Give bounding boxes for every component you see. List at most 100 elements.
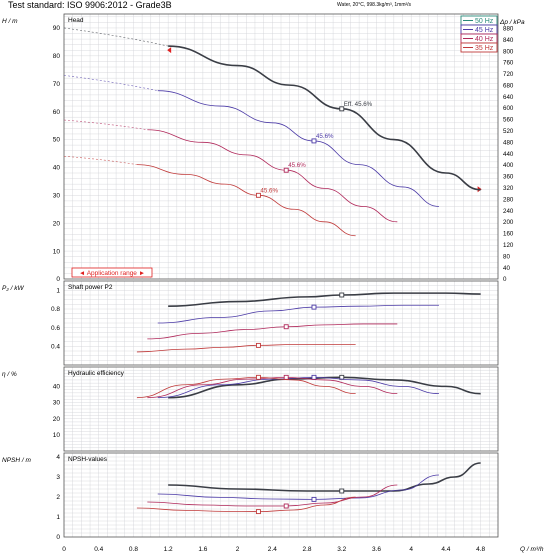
y2-tick-label: 120: [503, 242, 514, 249]
range-marker-left: [167, 47, 172, 54]
y-tick-label: 40: [53, 165, 61, 172]
chart-header-title: Test standard: ISO 9906:2012 - Grade3B: [8, 0, 172, 10]
x-tick-label: 1.6: [198, 546, 207, 553]
panel-frame: [63, 366, 499, 452]
y-axis-label: η / %: [2, 371, 17, 378]
y-tick-label: 60: [53, 109, 61, 116]
application-range-box: [71, 267, 153, 278]
series-dashed-extension: [63, 75, 158, 92]
y2-tick-label: 480: [503, 139, 514, 146]
y-tick-label: 90: [53, 25, 61, 32]
y-tick-label: 10: [53, 432, 61, 439]
y-axis-label: P₂ / kW: [2, 285, 24, 292]
x-tick-label: 4.4: [441, 546, 450, 553]
x-tick-label: 0: [62, 546, 66, 553]
y2-tick-label: 160: [503, 231, 514, 238]
series-dashed-extension: [63, 119, 148, 131]
y-tick-label: 40: [53, 384, 61, 391]
y2-tick-label: 280: [503, 196, 514, 203]
x-tick-label: 2.4: [268, 546, 277, 553]
panel-frame: [63, 452, 499, 538]
y2-tick-label: 680: [503, 82, 514, 89]
y2-axis-label: Δp / kPa: [499, 19, 525, 26]
legend-entry: 45 Hz: [475, 27, 494, 34]
operating-point-marker: [283, 324, 289, 330]
y2-tick-label: 880: [503, 25, 514, 32]
x-tick-label: 4.8: [476, 546, 485, 553]
y-axis-label: H / m: [2, 18, 18, 25]
y-tick-label: 20: [53, 220, 61, 227]
x-tick-label: 2: [236, 546, 240, 553]
y2-tick-label: 240: [503, 208, 514, 215]
y2-tick-label: 720: [503, 71, 514, 78]
y-tick-label: 0.6: [51, 325, 60, 332]
x-tick-label: 0.8: [129, 546, 138, 553]
x-tick-label: 0.4: [94, 546, 103, 553]
operating-point-marker: [311, 304, 317, 310]
y2-tick-label: 640: [503, 94, 514, 101]
x-tick-label: 3.2: [337, 546, 346, 553]
y-tick-label: 20: [53, 416, 61, 423]
operating-point-marker: [311, 138, 317, 144]
x-tick-label: 2.8: [303, 546, 312, 553]
y-tick-label: 0: [56, 534, 60, 541]
y-tick-label: 3: [56, 474, 60, 481]
y2-tick-label: 40: [503, 265, 510, 272]
series-line-50-hz: [168, 462, 481, 492]
y-tick-label: 1: [56, 288, 60, 295]
operating-point-label: 45.6%: [316, 133, 334, 140]
series-dashed-extension: [63, 155, 137, 165]
y-tick-label: 30: [53, 400, 61, 407]
y2-tick-label: 320: [503, 185, 514, 192]
y2-tick-label: 760: [503, 60, 514, 67]
y-tick-label: 70: [53, 81, 61, 88]
operating-point-marker: [255, 509, 261, 515]
y2-tick-label: 520: [503, 128, 514, 135]
legend-entry: 50 Hz: [475, 18, 494, 25]
y2-tick-label: 840: [503, 37, 514, 44]
legend-entry: 40 Hz: [475, 36, 494, 43]
operating-point-marker: [255, 192, 261, 198]
operating-point-marker: [311, 374, 317, 380]
operating-point-label: 45.6%: [260, 187, 278, 194]
operating-point-marker: [283, 503, 289, 509]
y2-tick-label: 560: [503, 117, 514, 124]
operating-point-marker: [255, 342, 261, 348]
x-tick-label: 3.6: [372, 546, 381, 553]
y-tick-label: 4: [56, 454, 60, 461]
y2-tick-label: 400: [503, 162, 514, 169]
panel-frame: [63, 13, 499, 280]
legend-box: [460, 42, 498, 53]
operating-point-marker: [339, 488, 345, 494]
x-axis-label: Q / m³/h: [520, 546, 544, 553]
y2-tick-label: 600: [503, 105, 514, 112]
panel-title: Hydraulic efficiency: [68, 370, 125, 377]
y2-tick-label: 0: [503, 276, 507, 283]
panel-frame: [63, 280, 499, 366]
y-tick-label: 80: [53, 53, 61, 60]
y2-tick-label: 440: [503, 151, 514, 158]
panel-title: Shaft power P2: [68, 284, 113, 291]
y-tick-label: 1: [56, 514, 60, 521]
y-tick-label: 50: [53, 137, 61, 144]
operating-point-marker: [255, 374, 261, 380]
panel-title: Head: [68, 17, 84, 24]
operating-point-marker: [283, 374, 289, 380]
operating-point-marker: [311, 496, 317, 502]
y-tick-label: 30: [53, 193, 61, 200]
y-tick-label: 0.4: [51, 344, 60, 351]
y2-tick-label: 360: [503, 174, 514, 181]
y-tick-label: 2: [56, 494, 60, 501]
operating-point-marker: [339, 106, 345, 112]
operating-point-label: Eff. 45.6%: [344, 101, 373, 108]
x-tick-label: 4: [409, 546, 413, 553]
panel-title: NPSH-values: [68, 456, 108, 463]
chart-header-note: Water, 20°C, 998.3kg/m³, 1mm²/s: [337, 2, 412, 8]
operating-point-label: 45.6%: [288, 162, 306, 169]
operating-point-marker: [339, 292, 345, 298]
operating-point-marker: [283, 167, 289, 173]
x-tick-label: 1.2: [164, 546, 173, 553]
y-tick-label: 0: [56, 276, 60, 283]
legend-entry: 35 Hz: [475, 45, 494, 52]
